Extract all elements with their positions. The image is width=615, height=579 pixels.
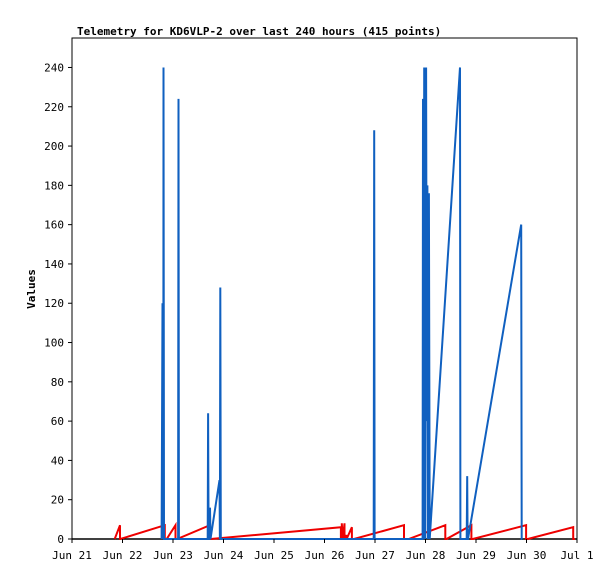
y-tick-label: 40 xyxy=(51,454,64,467)
y-tick-label: 220 xyxy=(44,101,64,114)
y-tick-label: 180 xyxy=(44,179,64,192)
x-tick-label: Jun 30 xyxy=(507,549,547,562)
x-tick-label: Jul 1 xyxy=(560,549,593,562)
x-tick-label: Jun 29 xyxy=(456,549,496,562)
y-tick-label: 200 xyxy=(44,140,64,153)
x-tick-label: Jun 28 xyxy=(406,549,446,562)
x-tick-label: Jun 21 xyxy=(52,549,92,562)
y-tick-label: 100 xyxy=(44,337,64,350)
y-tick-label: 160 xyxy=(44,219,64,232)
x-tick-label: Jun 25 xyxy=(254,549,294,562)
x-tick-label: Jun 26 xyxy=(305,549,345,562)
chart-title: Telemetry for KD6VLP-2 over last 240 hou… xyxy=(77,25,441,38)
x-tick-label: Jun 27 xyxy=(355,549,395,562)
y-tick-label: 0 xyxy=(57,533,64,546)
y-tick-label: 120 xyxy=(44,297,64,310)
x-tick-label: Jun 24 xyxy=(204,549,244,562)
x-tick-label: Jun 23 xyxy=(153,549,193,562)
y-axis-ticks: 0 20 40 60 80 100 120 140 160 180 200 220 240 xyxy=(44,61,72,546)
y-tick-label: 240 xyxy=(44,61,64,74)
y-axis-label: Values xyxy=(25,269,38,309)
plot-area-frame xyxy=(71,37,578,540)
x-axis-ticks: Jun 21 Jun 22 Jun 23 Jun 24 Jun 25 Jun 26 Jun … xyxy=(52,539,594,562)
y-tick-label: 60 xyxy=(51,415,64,428)
y-tick-label: 80 xyxy=(51,376,64,389)
series-line-1 xyxy=(113,521,575,540)
y-tick-label: 20 xyxy=(51,494,64,507)
x-tick-label: Jun 22 xyxy=(103,549,143,562)
y-tick-label: 140 xyxy=(44,258,64,271)
